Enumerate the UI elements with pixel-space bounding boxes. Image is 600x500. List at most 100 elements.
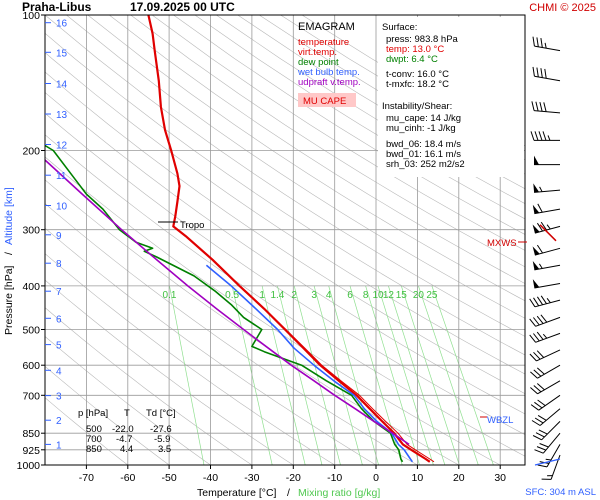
mixing-ratio-line — [388, 285, 446, 465]
altitude-label: 8 — [56, 259, 62, 270]
wind-barb — [533, 183, 561, 193]
altitude-label: 12 — [56, 141, 68, 152]
wind-barb-half-flag — [538, 263, 543, 269]
mixing-ratio-label: 12 — [383, 290, 395, 301]
temperature-tick-label: 30 — [494, 472, 506, 484]
wind-barb-shaft — [539, 408, 561, 426]
t-mxfc: t-mxfc: 18.2 °C — [386, 79, 449, 90]
credit-text: CHMI © 2025 — [529, 2, 596, 14]
mixing-ratio-line — [418, 285, 479, 465]
mxws-barb — [539, 224, 557, 242]
table-header-td: Td [°C] — [146, 408, 176, 419]
sounding-datetime: 17.09.2025 00 UTC — [130, 0, 235, 14]
level-table: p [hPa] T Td [°C] 500 -22.0 -27.6 700 -4… — [78, 408, 176, 455]
altitude-label: 6 — [56, 314, 62, 325]
wind-barb-flag — [532, 435, 542, 441]
mixing-ratio-line — [431, 285, 494, 465]
wind-barb — [532, 36, 561, 52]
wind-barb-flag — [533, 317, 540, 326]
x-axis-label-mixing-ratio: Mixing ratio [g/kg] — [298, 487, 380, 499]
mixing-ratio-line — [377, 285, 434, 465]
wind-barb-flag — [540, 314, 548, 323]
wind-barb-shaft — [535, 332, 561, 343]
wind-barb-flag — [536, 367, 545, 375]
table-row-850-td: 3.5 — [158, 444, 171, 455]
table-row-500-p: 500 — [86, 424, 102, 435]
mixing-ratio-line — [169, 285, 205, 465]
x-axis-label-temperature: Temperature [°C] — [197, 487, 277, 499]
wind-barb-flag — [534, 449, 544, 454]
altitude-label: 16 — [56, 19, 68, 30]
wind-barb — [530, 394, 561, 411]
wind-barb-flag — [536, 315, 544, 324]
wind-barb-flag — [533, 351, 541, 360]
table-row-500-t: -22.0 — [112, 424, 134, 435]
wind-barb-flag — [542, 131, 547, 141]
wind-barb-flag — [544, 68, 547, 79]
wind-barb-pennant — [532, 224, 540, 234]
altitude-label: 1 — [56, 440, 62, 451]
wind-barb-shaft — [542, 432, 561, 454]
mu-cape-badge: MU CAPE — [303, 96, 346, 107]
wind-barb-shaft — [534, 264, 561, 271]
wind-barb-shaft — [538, 394, 561, 411]
wind-barb — [534, 155, 560, 166]
wind-barb-flag — [539, 443, 549, 448]
altitude-label: 7 — [56, 287, 62, 298]
info-panel: Surface: press: 983.8 hPa temp: 13.0 °C … — [378, 17, 524, 177]
mixing-ratio-line — [400, 285, 460, 465]
wind-barb-half-flag — [542, 333, 548, 339]
altitude-label: 2 — [56, 416, 62, 427]
altitude-label: 15 — [56, 48, 68, 59]
temperature-tick-label: 20 — [453, 472, 465, 484]
wind-barb-flag — [537, 414, 547, 421]
wind-barb — [531, 101, 561, 114]
wind-barb-half-flag — [546, 224, 551, 230]
wind-barb-half-flag — [547, 135, 551, 141]
table-header-t: T — [124, 408, 130, 419]
temperature-tick-label: 0 — [373, 472, 379, 484]
wind-barb-shaft — [537, 364, 561, 379]
y-axis-title: Pressure [hPa] / Altitude [km] — [3, 187, 15, 335]
legend-dew-point: dew point — [298, 57, 339, 68]
series-line-1 — [147, 15, 435, 463]
wind-barb-half-flag — [539, 186, 543, 192]
grid-lines — [45, 15, 525, 465]
surface-barb — [534, 458, 561, 466]
wind-barb-flag — [533, 369, 542, 377]
mixing-ratio-line — [328, 285, 379, 465]
wind-barb-flag — [534, 131, 539, 141]
wind-barb-flag — [530, 131, 535, 141]
wind-barb-flag — [536, 244, 544, 254]
wind-barb-flag — [530, 371, 538, 379]
wind-barb — [529, 349, 561, 362]
wind-barb — [534, 432, 561, 454]
wind-barb-flag — [536, 222, 544, 232]
wind-barb-shaft — [546, 444, 561, 468]
wind-barb-flag — [529, 318, 536, 327]
mixing-ratio-label: 20 — [413, 290, 425, 301]
temperature-tick-label: -50 — [162, 472, 177, 484]
pressure-tick-label: 300 — [22, 225, 40, 237]
table-header-p: p [hPa] — [78, 408, 108, 419]
station-name: Praha-Libus — [22, 0, 92, 14]
wind-barb — [530, 364, 561, 379]
wind-barb-flag — [536, 296, 544, 305]
x-axis-title: Temperature [°C] / Mixing ratio [g/kg] — [197, 487, 380, 499]
wind-barb-flag — [533, 385, 542, 393]
mixing-ratio-label: 1 — [259, 290, 265, 301]
series-line-4 — [45, 159, 410, 446]
wind-barb-flag — [536, 67, 539, 77]
dry-adiabat — [45, 32, 525, 356]
dry-adiabat — [45, 15, 525, 337]
wind-barb-flag — [540, 38, 543, 48]
table-row-850-p: 850 — [86, 444, 102, 455]
temperature-tick-label: -40 — [203, 472, 218, 484]
dry-adiabat — [109, 15, 525, 284]
wind-barb-flag — [539, 101, 543, 112]
wind-barb-flag — [537, 203, 543, 213]
wind-barb — [532, 66, 561, 82]
wind-barb-flag — [534, 401, 543, 409]
wind-barb-flag — [533, 333, 540, 342]
